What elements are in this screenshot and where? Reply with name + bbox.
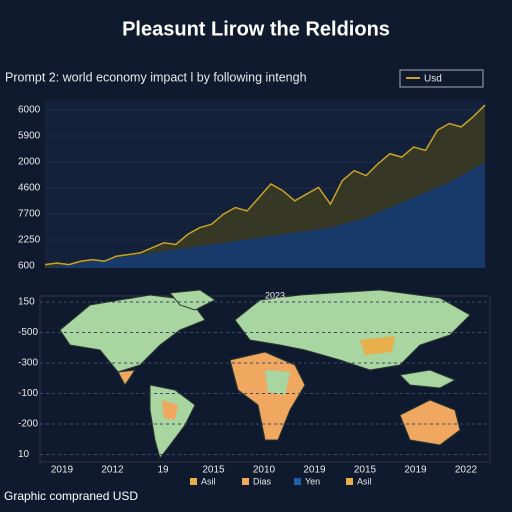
area: [45, 162, 485, 268]
x-tick-label: 19: [157, 465, 169, 476]
australia: [399, 399, 461, 446]
area-chart: 6000 5900 2000 4600 7700 2250 600: [18, 100, 486, 272]
map-title: 2023: [265, 290, 285, 300]
eurasia: [234, 289, 471, 371]
y-tick-label: -500: [18, 327, 38, 338]
central-america: [117, 369, 137, 386]
asia-patch: [360, 336, 395, 355]
map: 2023 150 -500 -300 -100 -200 10 2019 2012 19 2015…: [18, 289, 491, 486]
y-tick-label: 5900: [18, 131, 41, 142]
legend-label: Usd: [424, 74, 442, 85]
y-tick-label: 7700: [18, 209, 41, 220]
legend-swatch: [346, 478, 353, 485]
legend-box: [399, 69, 484, 88]
south-america: [149, 384, 196, 460]
footer: Graphic compraned USD: [4, 489, 138, 503]
legend-swatch: [190, 478, 197, 485]
x-tick-label: 2012: [101, 465, 124, 476]
chart-title: Pleasunt Lirow the Reldions: [122, 18, 390, 40]
y-tick-label: 150: [18, 297, 35, 308]
y-tick-label: 2250: [18, 235, 41, 246]
legend-label: Asil: [357, 476, 372, 486]
x-tick-label: 2015: [354, 465, 377, 476]
x-tick-label: 2010: [253, 465, 276, 476]
legend-swatch: [242, 478, 249, 485]
x-tick-label: 2022: [455, 465, 478, 476]
legend-swatch: [294, 478, 301, 485]
y-tick-label: 4600: [18, 183, 41, 194]
x-tick-label: 2015: [202, 465, 225, 476]
greenland: [169, 289, 216, 311]
subtitle: Prompt 2: world economy impact l by foll…: [5, 70, 307, 84]
x-tick-label: 2019: [51, 465, 74, 476]
africa-patch: [265, 370, 290, 395]
y-tick-label: 2000: [18, 157, 41, 168]
y-tick-label: 6000: [18, 105, 41, 116]
x-tick-label: 2019: [404, 465, 427, 476]
x-tick-label: 2019: [303, 465, 326, 476]
south-america-patch: [162, 400, 178, 420]
legend-label: Dias: [253, 476, 272, 486]
indonesia: [398, 369, 457, 389]
y-tick-label: 10: [18, 449, 30, 460]
y-tick-label: -100: [18, 388, 38, 399]
line: [44, 104, 486, 266]
legend-label: Yen: [305, 476, 320, 486]
y-tick-label: 600: [18, 261, 35, 272]
y-tick-label: -200: [18, 419, 38, 430]
legend-label: Asil: [201, 476, 216, 486]
north-america: [59, 294, 206, 373]
y-tick-label: -300: [18, 358, 38, 369]
